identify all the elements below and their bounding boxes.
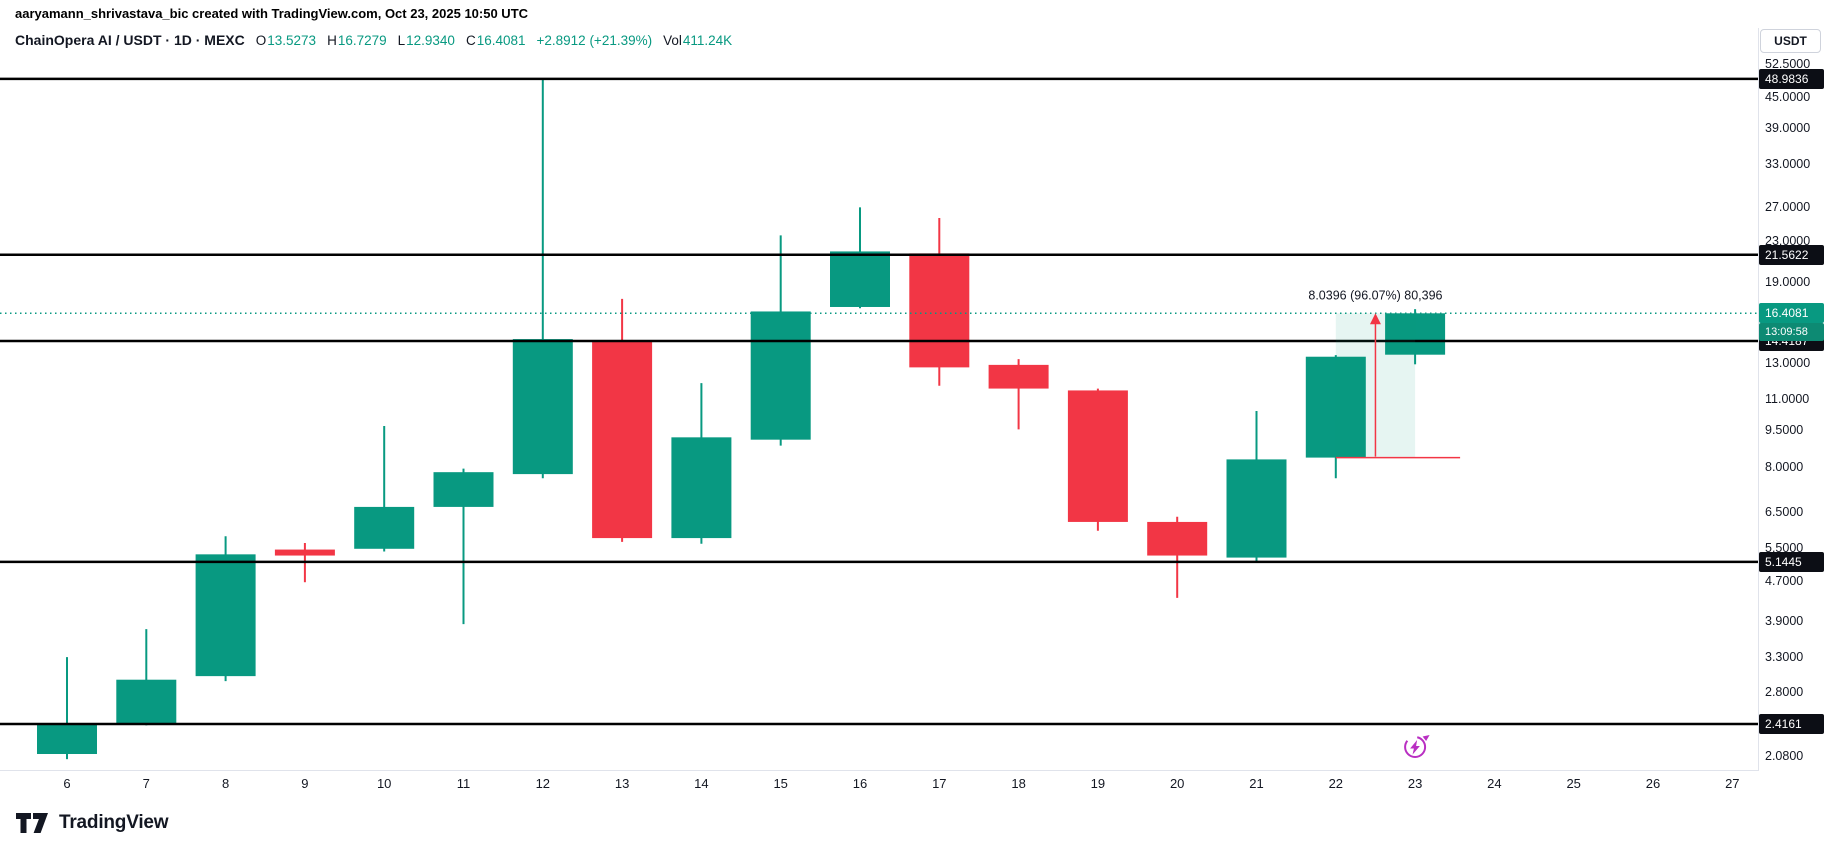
time-tick: 16: [852, 776, 868, 791]
candle-15: [750, 235, 811, 446]
time-tick: 11: [456, 776, 471, 791]
high-readout: H 16.7279: [327, 33, 387, 48]
candle-17: [909, 217, 970, 386]
time-tick: 18: [1011, 776, 1026, 791]
candle-6: [37, 657, 97, 760]
time-tick: 25: [1566, 776, 1581, 791]
candle-23: [1385, 309, 1446, 365]
candle-22: [1305, 355, 1366, 479]
price-tick: 3.3000: [1765, 650, 1804, 665]
time-tick: 19: [1090, 776, 1106, 791]
time-tick: 6: [63, 776, 71, 791]
tradingview-logo[interactable]: TradingView: [16, 810, 169, 836]
time-tick: 15: [773, 776, 788, 791]
candle-20: [1147, 516, 1208, 598]
price-tick: 5.5000: [1765, 540, 1804, 555]
symbol-title[interactable]: ChainOpera AI / USDT · 1D · MEXC: [15, 32, 245, 48]
price-tick: 33.0000: [1765, 156, 1811, 171]
price-tick: 8.0000: [1765, 460, 1804, 475]
time-tick: 24: [1487, 776, 1502, 791]
candle-11: [433, 468, 494, 625]
price-level-badge: 5.1445: [1759, 551, 1824, 572]
symbol-info-bar: ChainOpera AI / USDT · 1D · MEXC O 13.527…: [15, 32, 732, 48]
price-tick: 13.0000: [1765, 356, 1811, 371]
volume-label: Vol: [663, 33, 682, 48]
low-label: L: [397, 33, 406, 48]
candle-8: [195, 536, 256, 682]
volume-readout: Vol 411.24K: [663, 33, 732, 48]
time-tick: 12: [535, 776, 551, 791]
open-readout: O 13.5273: [256, 33, 316, 48]
price-tick: 45.0000: [1765, 90, 1811, 105]
time-tick: 8: [221, 776, 230, 791]
time-tick: 7: [142, 776, 150, 791]
time-tick: 21: [1249, 776, 1264, 791]
time-tick: 10: [376, 776, 392, 791]
open-value: 13.5273: [267, 33, 317, 48]
price-tick: 2.8000: [1765, 685, 1804, 700]
low-readout: L 12.9340: [398, 33, 455, 48]
open-label: O: [255, 33, 267, 48]
time-axis-separator: [0, 770, 1758, 771]
price-tick: 27.0000: [1765, 199, 1811, 214]
price-level-badge: 48.9836: [1759, 68, 1824, 89]
tradingview-logo-icon: [16, 813, 48, 833]
price-tick: 9.5000: [1765, 423, 1804, 438]
price-tick: 4.7000: [1765, 574, 1804, 589]
price-range-measurement[interactable]: 8.0396 (96.07%) 80,396: [1308, 288, 1461, 459]
candle-7: [116, 629, 177, 726]
volume-value: 411.24K: [682, 33, 733, 48]
time-tick: 27: [1725, 776, 1740, 791]
candle-18: [988, 359, 1049, 430]
price-level-badge: 2.4161: [1759, 713, 1824, 734]
price-tick: 11.0000: [1765, 392, 1810, 407]
close-label: C: [465, 33, 476, 48]
high-label: H: [327, 33, 337, 48]
time-tick: 14: [694, 776, 709, 791]
tradingview-logo-text: TradingView: [59, 812, 169, 833]
high-value: 16.7279: [337, 33, 387, 48]
price-tick: 23.0000: [1765, 233, 1811, 248]
event-marker-icon[interactable]: [1404, 735, 1430, 758]
price-tick: 52.5000: [1765, 56, 1811, 71]
time-axis[interactable]: 6 7 8 9 10 11 12 13 14 15 16 17 18 19 20 21 22 23 24 25 26 27: [0, 0, 1758, 800]
range-measurement-label: 8.0396 (96.07%) 80,396: [1308, 288, 1442, 302]
price-tick: 6.5000: [1765, 504, 1804, 519]
time-tick: 23: [1407, 776, 1423, 791]
candle-19: [1067, 388, 1128, 531]
price-axis-separator: [1758, 28, 1759, 771]
time-tick: 9: [301, 776, 309, 791]
bar-countdown-badge: 13:09:58: [1759, 323, 1824, 342]
attribution-text: aaryamann_shrivastava_bic created with T…: [15, 6, 529, 21]
price-axis[interactable]: 52.5000 45.0000 39.0000 33.0000 27.0000 23.00…: [1758, 0, 1825, 800]
price-axis-currency-label[interactable]: USDT: [1760, 29, 1821, 53]
current-price-badge: 16.4081: [1759, 303, 1824, 324]
close-value: 16.4081: [476, 33, 526, 48]
price-tick: 19.0000: [1765, 274, 1811, 289]
low-value: 12.9340: [406, 33, 455, 48]
change-value: +2.8912 (+21.39%): [536, 33, 653, 48]
time-tick: 26: [1645, 776, 1661, 791]
candle-21: [1226, 411, 1287, 562]
candle-12: [512, 78, 573, 479]
candle-10: [354, 425, 415, 552]
time-tick: 20: [1169, 776, 1185, 791]
candle-14: [671, 383, 732, 544]
candle-13: [592, 298, 653, 542]
price-tick: 3.9000: [1765, 614, 1804, 629]
price-tick: 39.0000: [1765, 120, 1811, 135]
candle-16: [830, 207, 890, 309]
price-level-badge: 21.5622: [1759, 244, 1824, 265]
time-tick: 13: [614, 776, 630, 791]
time-tick: 17: [932, 776, 947, 791]
time-tick: 22: [1328, 776, 1344, 791]
price-tick: 2.0800: [1765, 749, 1804, 764]
close-readout: C 16.4081: [466, 33, 526, 48]
